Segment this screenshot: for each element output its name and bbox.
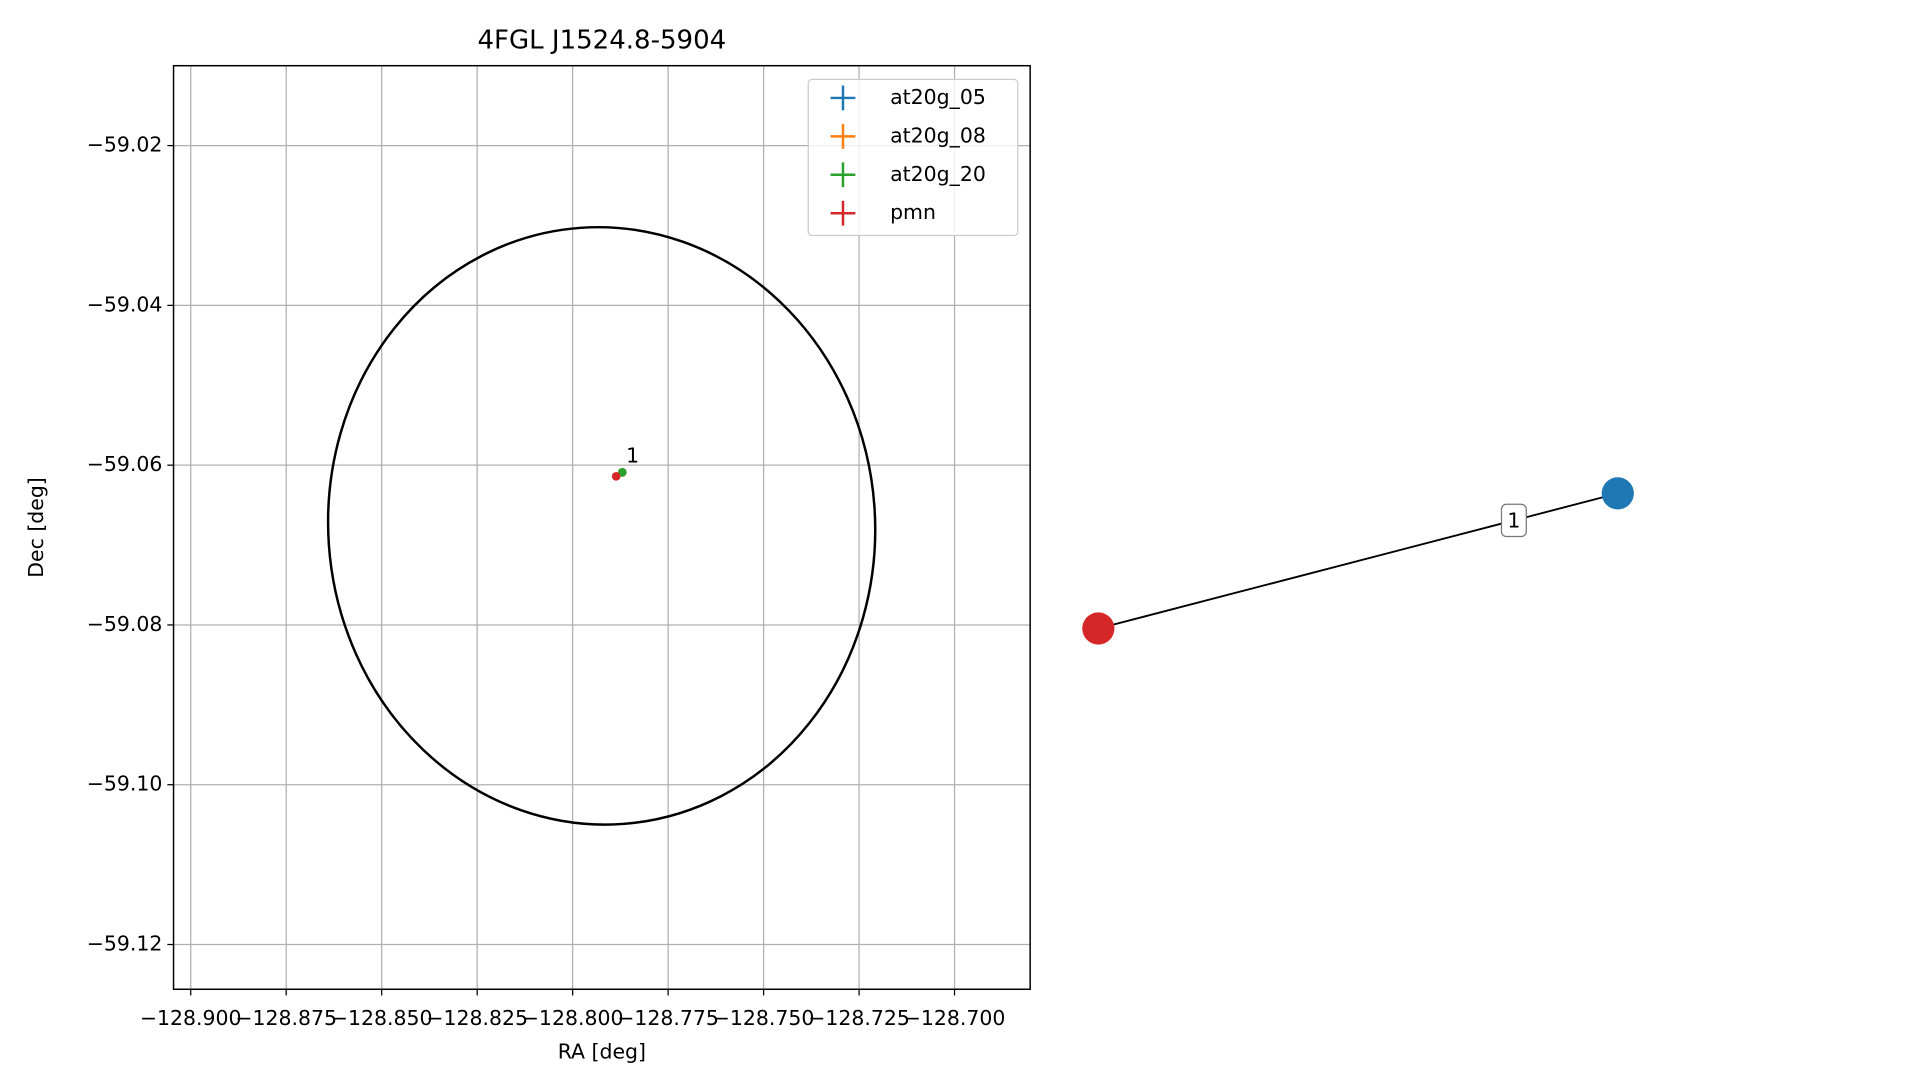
x-tick-label: −128.900: [140, 1006, 242, 1030]
data-point: [611, 472, 621, 481]
legend-label: pmn: [890, 200, 936, 224]
x-tick-label: −128.825: [426, 1006, 528, 1030]
node: [1082, 612, 1115, 645]
x-tick-label: −128.725: [808, 1006, 910, 1030]
y-axis-label: Dec [deg]: [24, 477, 48, 578]
x-tick-label: −128.800: [522, 1006, 624, 1030]
y-tick-label: −59.04: [87, 292, 163, 316]
x-tick-label: −128.750: [713, 1006, 815, 1030]
node: [1601, 477, 1634, 510]
axes-frame: [172, 64, 1031, 990]
data-point: [617, 468, 627, 477]
y-tick-label: −59.08: [87, 612, 163, 636]
legend-label: at20g_08: [890, 123, 986, 148]
x-axis-label: RA [deg]: [558, 1039, 646, 1063]
x-tick-label: −128.850: [331, 1006, 433, 1030]
y-tick-label: −59.10: [87, 772, 163, 796]
y-tick-label: −59.12: [87, 932, 163, 956]
edge: [1098, 492, 1618, 630]
network: 1: [1082, 477, 1634, 645]
plot: 1: [326, 225, 877, 826]
edge-label-box: [1500, 503, 1527, 538]
annotation: 1: [626, 443, 639, 467]
legend-label: at20g_20: [890, 162, 986, 187]
chart-title: 4FGL J1524.8-5904: [477, 25, 726, 55]
legend-box: [807, 78, 1019, 237]
y-tick-label: −59.02: [87, 133, 163, 157]
x-tick-label: −128.875: [235, 1006, 337, 1030]
legend-label: at20g_05: [890, 85, 986, 110]
edge-label: 1: [1507, 509, 1520, 533]
x-tick-label: −128.700: [904, 1006, 1006, 1030]
y-tick-label: −59.06: [87, 452, 163, 476]
axes: −128.900−128.875−128.850−128.825−128.800…: [87, 133, 1006, 1030]
error-ellipse: [326, 225, 877, 826]
x-tick-label: −128.775: [617, 1006, 719, 1030]
